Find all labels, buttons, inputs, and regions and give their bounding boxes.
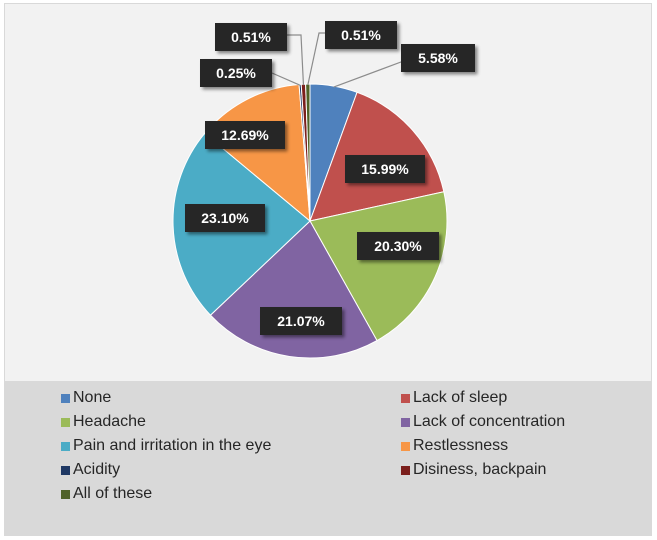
data-label-pain-and-irritation-in-the-eye: 23.10% [185,204,265,232]
legend-item-headache: Headache [61,413,146,431]
data-label-text: 15.99% [361,161,409,177]
chart-legend: None Lack of sleep Headache Lack of concent… [5,381,651,535]
legend-swatch [401,393,410,403]
data-label-box [205,121,285,149]
data-label-text: 20.30% [374,238,422,254]
data-label-box [401,44,475,72]
data-label-text: 23.10% [201,210,249,226]
data-label-disiness-backpain: 0.51% [215,23,287,51]
legend-label: Disiness, backpain [413,461,547,478]
data-label-text: 0.51% [341,27,381,43]
data-label-acidity: 0.25% [200,59,272,87]
data-label-text: 5.58% [418,50,458,66]
legend-swatch [61,489,70,499]
leader-line-none [333,58,410,88]
pie-chart: 5.58% 15.99% 20.30% 21.07% 23.10% 12.69% 0.25%… [172,21,475,359]
data-label-box [260,307,342,335]
legend-item-lack-of-concentration: Lack of concentration [401,413,565,431]
pie-slice-headache [309,191,448,342]
legend-item-lack-of-sleep: Lack of sleep [401,389,507,407]
data-label-box [215,23,287,51]
legend-item-restlessness: Restlessness [401,437,508,455]
data-label-text: 0.25% [216,65,256,81]
leader-line-acidity [271,72,301,86]
legend-label: Restlessness [413,437,509,454]
data-label-box [200,59,272,87]
data-label-restlessness: 12.69% [205,121,285,149]
legend-swatch [61,465,70,475]
data-label-text: 0.51% [231,29,271,45]
leader-line-disiness-backpain [287,34,305,86]
data-label-box [185,204,265,232]
legend-label: Acidity [73,461,121,478]
legend-label: Headache [73,413,146,430]
data-label-all-of-these: 0.51% [325,21,397,49]
chart-frame: 5.58% 15.99% 20.30% 21.07% 23.10% 12.69% 0.25%… [4,3,652,536]
data-label-lack-of-concentration: 21.07% [260,307,342,335]
data-label-headache: 20.30% [357,232,439,260]
legend-item-disiness-backpain: Disiness, backpain [401,461,546,479]
legend-swatch [61,393,70,403]
legend-label: All of these [73,485,153,502]
legend-swatch [61,417,70,427]
legend-swatch [401,417,410,427]
legend-item-all-of-these: All of these [61,485,152,503]
legend-label: Pain and irritation in the eye [73,437,272,454]
legend-swatch [61,441,70,451]
data-label-none: 5.58% [401,44,475,72]
legend-item-none: None [61,389,111,407]
legend-item-acidity: Acidity [61,461,120,479]
legend-swatch [401,465,410,475]
data-label-lack-of-sleep: 15.99% [345,155,425,183]
legend-label: Lack of sleep [413,389,508,406]
data-label-box [325,21,397,49]
data-label-text: 12.69% [221,127,269,143]
legend-label: None [73,389,112,406]
data-label-box [345,155,425,183]
legend-item-pain-and-irritation-in-the-eye: Pain and irritation in the eye [61,437,271,455]
data-labels: 5.58% 15.99% 20.30% 21.07% 23.10% 12.69% 0.25%… [185,21,475,335]
legend-swatch [401,441,410,451]
leader-line-all-of-these [307,32,325,86]
legend-label: Lack of concentration [413,413,566,430]
data-label-text: 21.07% [277,313,325,329]
data-label-box [357,232,439,260]
